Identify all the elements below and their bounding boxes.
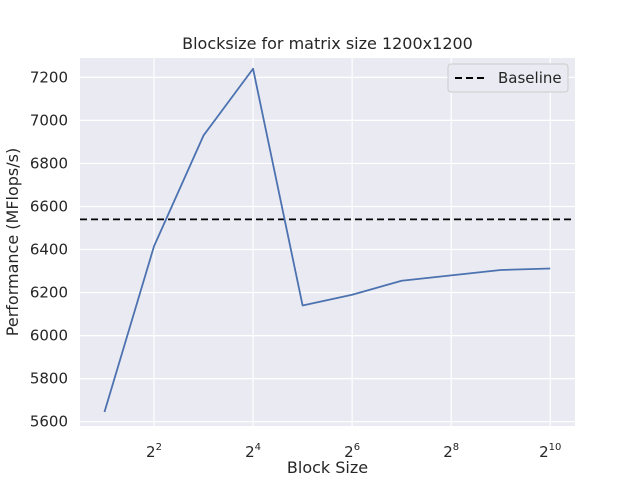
x-tick-exponent: 8 (453, 442, 459, 453)
y-tick-label: 6400 (30, 241, 68, 259)
y-tick-label: 5600 (30, 413, 68, 431)
x-tick-label: 210 (539, 442, 561, 461)
x-tick-label: 24 (245, 442, 261, 461)
y-tick-label: 7000 (30, 111, 68, 129)
x-tick-exponent: 2 (156, 442, 162, 453)
y-tick-label: 6000 (30, 327, 68, 345)
legend: Baseline (447, 63, 569, 93)
chart-title: Blocksize for matrix size 1200x1200 (182, 34, 473, 53)
x-tick-base: 2 (344, 443, 354, 461)
x-tick-base: 2 (146, 443, 156, 461)
legend-box (447, 63, 569, 93)
y-axis-ticks: 5600 5800 6000 6200 6400 6600 6800 7000 7200 (30, 68, 68, 430)
x-tick-exponent: 6 (354, 442, 360, 453)
x-tick-base: 2 (443, 443, 453, 461)
y-tick-label: 7200 (30, 68, 68, 86)
x-tick-base: 2 (245, 443, 255, 461)
x-axis-label: Block Size (287, 458, 368, 477)
performance-series-line (103, 67, 551, 413)
x-tick-label: 26 (344, 442, 360, 461)
y-tick-label: 6600 (30, 197, 68, 215)
series-layer (103, 67, 551, 413)
y-tick-label: 6800 (30, 154, 68, 172)
plot-area (80, 58, 575, 426)
x-axis-ticks: 22 24 26 28 210 (146, 442, 561, 461)
x-tick-base: 2 (539, 443, 549, 461)
x-tick-exponent: 4 (255, 442, 261, 453)
legend-baseline-label: Baseline (498, 69, 562, 87)
grid-lines (80, 58, 575, 426)
x-tick-exponent: 10 (549, 442, 562, 453)
x-tick-label: 22 (146, 442, 162, 461)
y-tick-label: 5800 (30, 370, 68, 388)
x-tick-label: 28 (443, 442, 459, 461)
y-axis-label: Performance (MFlops/s) (3, 148, 22, 336)
y-tick-label: 6200 (30, 284, 68, 302)
